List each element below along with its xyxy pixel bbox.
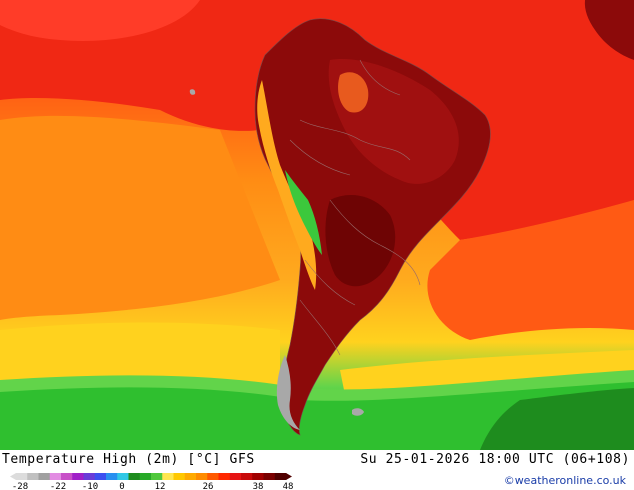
legend-swatch <box>61 473 73 480</box>
legend-swatch <box>207 473 219 480</box>
color-legend: -28 -22 -10 0 12 26 38 48 <box>10 473 294 490</box>
pacific-yellow-band <box>0 322 280 390</box>
legend-swatch <box>27 473 39 480</box>
legend-label: -28 <box>12 482 28 490</box>
legend-swatch <box>38 473 51 480</box>
legend-swatch <box>218 473 231 480</box>
legend-label: -10 <box>82 482 98 490</box>
amazon-orange-patch <box>338 72 369 113</box>
map-title: Temperature High (2m) [°C] GFS <box>2 452 255 467</box>
legend-swatch <box>139 473 152 480</box>
forecast-datetime: Su 25-01-2026 18:00 UTC (06+108) <box>360 452 630 467</box>
legend-swatch <box>128 473 141 480</box>
far-south-dark-green <box>480 388 634 450</box>
legend-swatch <box>83 473 96 480</box>
legend-arrow-high <box>286 473 292 480</box>
legend-swatch <box>274 473 287 480</box>
falkland-islands <box>352 408 364 416</box>
legend-swatch <box>263 473 276 480</box>
legend-swatch <box>49 473 62 480</box>
legend-swatch <box>229 473 242 480</box>
andes-warm-strip <box>257 80 317 290</box>
caribbean-magenta-area <box>0 0 200 41</box>
pacific-orange-tongue <box>0 115 280 320</box>
southern-green-band <box>0 375 634 450</box>
patagonia-gray <box>276 355 300 430</box>
legend-label: 48 <box>283 482 294 490</box>
bottom-info-bar <box>0 450 634 490</box>
legend-swatch <box>173 473 186 480</box>
legend-swatch <box>94 473 107 480</box>
legend-swatch <box>151 473 163 480</box>
southern-light-green <box>0 370 634 401</box>
country-borders <box>289 59 421 356</box>
legend-swatch <box>16 473 28 480</box>
legend-swatch <box>241 473 253 480</box>
temperature-map[interactable] <box>0 0 634 450</box>
legend-label: 12 <box>155 482 166 490</box>
legend-label: 38 <box>253 482 264 490</box>
legend-swatch <box>72 473 84 480</box>
legend-label: -22 <box>50 482 66 490</box>
galapagos-island <box>189 89 196 95</box>
legend-label: 0 <box>119 482 124 490</box>
legend-swatch <box>162 473 174 480</box>
warm-atlantic <box>427 200 634 340</box>
copyright-link[interactable]: ©weatheronline.co.uk <box>503 474 626 487</box>
legend-swatch <box>196 473 208 480</box>
legend-swatch <box>117 473 129 480</box>
legend-swatch <box>184 473 197 480</box>
africa-west-edge <box>584 0 634 60</box>
legend-swatch <box>252 473 264 480</box>
legend-label: 26 <box>203 482 214 490</box>
andes-green-highlands <box>285 170 322 255</box>
chaco-dark-core <box>325 195 396 287</box>
legend-swatch <box>106 473 118 480</box>
legend-arrow-low <box>10 473 16 480</box>
